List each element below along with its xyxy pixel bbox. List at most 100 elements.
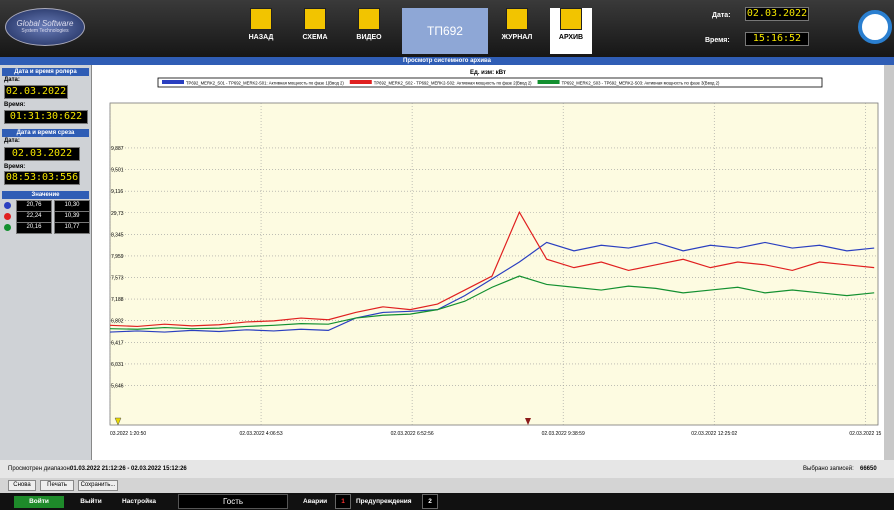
window-title: Просмотр системного архива	[0, 57, 894, 65]
value-cell: 20,16	[16, 222, 52, 234]
series-line	[109, 210, 875, 328]
section-title: Значение	[2, 191, 89, 199]
nav-icon	[250, 8, 272, 30]
y-tick-label: 7,573	[111, 276, 124, 282]
legend-swatch	[162, 80, 184, 84]
section-title: Дата и время ролера	[2, 68, 89, 76]
value-row: 22,24 10,39	[2, 211, 90, 223]
range-label: Просмотрен диапазон:	[8, 466, 72, 472]
label: Дата:	[4, 77, 20, 83]
value-rows: 20,76 10,30 22,24 10,39 20,16 10,77	[2, 200, 90, 234]
y-tick-label: 29,73	[111, 211, 124, 217]
label: Время:	[4, 102, 26, 108]
chart-panel: Ед. изм: кВт TP692_MERK2_S01 - TP692_MER…	[92, 65, 884, 460]
logo-text: Global Software	[16, 19, 74, 28]
nav-icon	[560, 8, 582, 30]
nav-button[interactable]: АРХИВ	[550, 8, 592, 54]
legend-swatch	[349, 80, 372, 84]
x-tick-label: 02.03.2022 15	[849, 431, 881, 437]
brand-icon	[858, 10, 892, 44]
footer: Войти Выйти Настройка Гость Аварии 1 Пре…	[0, 493, 894, 510]
nav-label: НАЗАД	[248, 34, 274, 41]
warnings-count: 2	[422, 494, 438, 509]
lcd: 02.03.2022	[4, 147, 80, 161]
slice-marker	[525, 418, 531, 425]
chart-title: Ед. изм: кВт	[470, 70, 506, 76]
y-tick-label: 9,501	[111, 168, 124, 174]
y-tick-label: 7,188	[111, 297, 124, 303]
x-tick-label: 02.03.2022 12:25:02	[691, 431, 737, 437]
time-label: Время:	[705, 37, 730, 44]
y-tick-label: 6,802	[111, 319, 124, 325]
x-tick-label: 02.03.2022 4:06:53	[240, 431, 283, 437]
series-line	[109, 241, 875, 333]
legend-box	[157, 77, 823, 88]
settings-button[interactable]: Настройка	[122, 498, 156, 505]
nav-label: СХЕМА	[302, 34, 328, 41]
legend-label: TP692_MERK2_S03 - TP692_MERK2-S03: Актив…	[562, 81, 720, 86]
nav-button[interactable]: ТП692	[402, 8, 488, 54]
alarms-label: Аварии	[303, 498, 328, 505]
date-display: 02.03.2022	[745, 7, 809, 21]
series-dot	[4, 202, 11, 209]
count-label: Выбрано записей:	[803, 466, 854, 472]
count-value: 66650	[860, 466, 877, 472]
label: Дата:	[4, 138, 20, 144]
legend-label: TP692_MERK2_S01 - TP692_MERK2-S01: Актив…	[186, 81, 344, 86]
cursor-marker	[114, 417, 122, 426]
x-tick-label: 02.03.2022 6:52:56	[391, 431, 434, 437]
y-tick-label: 7,959	[111, 254, 124, 260]
logo-subtext: System Technologies	[21, 28, 69, 34]
warnings-label: Предупреждения	[356, 498, 412, 505]
nav-button[interactable]: ВИДЕО	[348, 8, 390, 54]
y-tick-label: 9,116	[111, 189, 123, 195]
user-display: Гость	[178, 494, 288, 509]
date-label: Дата:	[712, 12, 731, 19]
series-dot	[4, 224, 11, 231]
button[interactable]: Печать	[40, 480, 74, 491]
time-display: 15:16:52	[745, 32, 809, 46]
right-toolbar	[884, 65, 894, 460]
value-row: 20,76 10,30	[2, 200, 90, 212]
alarms-count: 1	[335, 494, 351, 509]
lcd: 01:31:30:622	[4, 110, 88, 124]
x-tick-label: 02.03.2022 9:38:59	[542, 431, 585, 437]
y-tick-label: 6,417	[111, 340, 124, 346]
status-bar: Просмотрен диапазон: 01.03.2022 21:12:26…	[0, 460, 894, 478]
label: Время:	[4, 164, 26, 170]
chart: Ед. изм: кВт TP692_MERK2_S01 - TP692_MER…	[109, 70, 882, 437]
nav-button[interactable]: ЖУРНАЛ	[496, 8, 538, 54]
value-row: 20,16 10,77	[2, 222, 90, 234]
nav-label: ВИДЕО	[356, 34, 382, 41]
lcd: 08:53:03:556	[4, 171, 80, 185]
legend-swatch	[537, 80, 560, 84]
sidebar: Дата и время ролера Дата: 02.03.2022 Вре…	[0, 65, 92, 460]
value-cell: 10,77	[54, 222, 90, 234]
x-tick-label: 03.2022 1:20:50	[110, 431, 146, 437]
nav-icon	[506, 8, 528, 30]
logout-button[interactable]: Выйти	[80, 498, 102, 505]
nav-label: ТП692	[427, 24, 463, 38]
range-value: 01.03.2022 21:12:26 - 02.03.2022 15:12:2…	[70, 466, 187, 472]
section-title: Дата и время среза	[2, 129, 89, 137]
lcd: 02.03.2022	[4, 85, 68, 99]
logo: Global Software System Technologies	[5, 8, 85, 46]
plot-area	[109, 102, 879, 426]
button[interactable]: Сохранить...	[78, 480, 118, 491]
series-line	[109, 275, 875, 330]
legend-label: TP692_MERK2_S02 - TP692_MERK2-S02: Актив…	[374, 81, 532, 86]
nav-label: ЖУРНАЛ	[501, 34, 533, 41]
nav-button[interactable]: НАЗАД	[240, 8, 282, 54]
nav-label: АРХИВ	[558, 34, 584, 41]
login-button[interactable]: Войти	[14, 496, 64, 508]
button[interactable]: Снова	[8, 480, 36, 491]
y-tick-label: 9,887	[111, 146, 124, 152]
nav-icon	[358, 8, 380, 30]
series-dot	[4, 213, 11, 220]
nav-button[interactable]: СХЕМА	[294, 8, 336, 54]
top-bar: Global Software System Technologies Дата…	[0, 0, 894, 57]
y-tick-label: 8,345	[111, 232, 124, 238]
nav-icon	[304, 8, 326, 30]
y-tick-label: 6,031	[111, 362, 124, 368]
